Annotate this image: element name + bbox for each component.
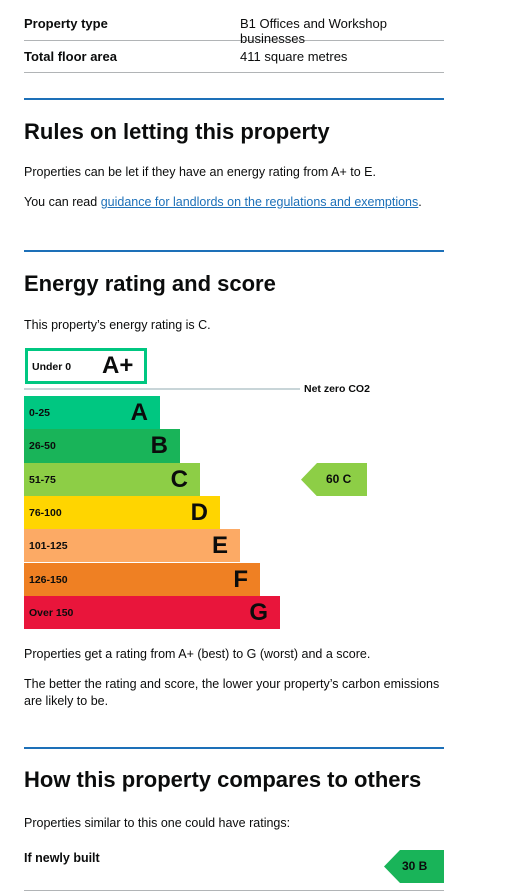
band-range-label: 126-150 [29,573,68,586]
band-range-label: 76-100 [29,506,62,519]
net-zero-line [24,388,300,390]
band-letter: A [130,399,148,426]
band-letter: E [211,532,228,560]
band-letter: C [170,465,188,493]
summary-value: B1 Offices and Workshop businesses [240,16,387,46]
guidance-paragraph: You can read guidance for landlords on t… [24,194,444,211]
summary-key: Total floor area [24,49,117,64]
band-aplus-letter: A+ [102,352,134,379]
new-build-arrow-shape [384,850,444,883]
band-range-label: 51-75 [29,473,56,486]
current-rating-arrow-shape [301,462,367,496]
guidance-link[interactable]: guidance for landlords on the regulation… [100,195,419,209]
band-aplus: Under 0 A+ [25,348,147,384]
band-a: 0-25 A [24,396,160,430]
section-divider [24,250,444,252]
compare-intro: Properties similar to this one could hav… [24,816,291,830]
summary-row-property-type: Property type B1 Offices and Workshop bu… [24,0,444,46]
energy-rating-chart: Under 0 A+ Net zero CO2 0-25 A 26-50 B 51-75… [24,348,384,630]
band-range-label: 0-25 [29,407,51,419]
band-aplus-range: Under 0 [32,361,72,373]
band-letter: B [150,432,168,460]
band-c: 51-75 C [24,462,200,496]
guidance-prefix: You can read [24,195,101,209]
new-build-rating-label: 30 B [402,859,428,873]
band-range-label: 26-50 [29,440,56,453]
rating-explanation: Properties get a rating from A+ (best) t… [24,647,371,661]
band-d: 76-100 D [24,495,220,530]
band-range-label: Over 150 [29,606,74,619]
band-letter: G [249,598,268,626]
current-rating-label: 60 C [326,471,352,486]
summary-value: 411 square metres [240,49,348,64]
band-b: 26-50 B [24,429,180,463]
row-divider [24,890,444,891]
guidance-suffix: . [418,195,422,209]
energy-heading: Energy rating and score [24,271,276,296]
property-summary: Property type B1 Offices and Workshop bu… [24,0,444,73]
band-e: 101-125 E [24,529,240,563]
net-zero-label: Net zero CO2 [304,383,370,395]
current-rating-arrow: 60 C [301,462,367,496]
section-divider [24,747,444,749]
band-letter: F [233,565,248,593]
summary-row-floor-area: Total floor area 411 square metres [24,41,444,73]
band-f: 126-150 F [24,562,260,596]
new-build-rating-arrow: 30 B [384,850,444,883]
section-divider [24,98,444,100]
band-range-label: 101-125 [29,540,68,553]
rating-explanation-2: The better the rating and score, the low… [24,677,440,708]
letting-paragraph: Properties can be let if they have an en… [24,165,376,179]
compare-heading: How this property compares to others [24,767,422,792]
band-letter: D [190,498,208,526]
energy-intro: This property’s energy rating is C. [24,318,211,332]
summary-key: Property type [24,16,108,31]
band-g: Over 150 G [24,595,280,630]
letting-heading: Rules on letting this property [24,119,330,144]
new-build-label: If newly built [24,851,100,865]
